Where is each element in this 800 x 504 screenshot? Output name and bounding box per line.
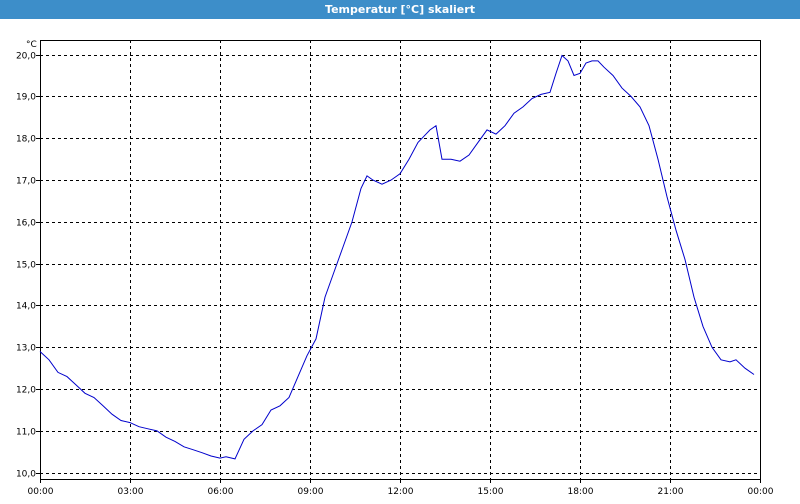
x-tick-label-time: 15:00 [478,487,504,497]
x-tick-label-time: 06:00 [208,487,234,497]
x-tick-label-time: 00:00 [748,487,774,497]
y-tick-label: 17,0 [16,177,36,187]
x-axis-ticks: 00:0018.08.1603:0018.08.1606:0018.08.160… [20,479,781,504]
y-tick-label: 13,0 [16,344,36,354]
x-tick-label-time: 00:00 [28,487,54,497]
grid-lines [40,40,760,479]
y-tick-label: 16,0 [16,219,36,229]
chart-area: °C 20,0 19,0 18,0 17,0 16,0 15,0 14,0 13,0 12,0 1… [0,19,800,504]
chart-title: Temperatur [°C] skaliert [325,3,475,16]
x-tick-label-time: 09:00 [298,487,324,497]
y-tick-label: 10,0 [16,470,36,480]
temperature-chart: °C 20,0 19,0 18,0 17,0 16,0 15,0 14,0 13,0 12,0 1… [16,40,781,504]
x-tick-label-time: 21:00 [658,487,684,497]
y-tick-label: 18,0 [16,135,36,145]
y-tick-label: 12,0 [16,386,36,396]
x-tick-label-time: 18:00 [568,487,594,497]
y-tick-label: 14,0 [16,302,36,312]
y-tick-label: 19,0 [16,93,36,103]
y-axis-ticks: 20,0 19,0 18,0 17,0 16,0 15,0 14,0 13,0 12,0 11,0… [16,52,40,480]
y-axis-unit-label: °C [26,40,37,50]
y-tick-label: 15,0 [16,261,36,271]
temperature-series-line [39,54,755,460]
chart-title-bar: Temperatur [°C] skaliert [0,0,800,19]
y-tick-label: 20,0 [16,52,36,62]
x-tick-label-time: 03:00 [118,487,144,497]
x-tick-label-time: 12:00 [388,487,414,497]
y-tick-label: 11,0 [16,428,36,438]
